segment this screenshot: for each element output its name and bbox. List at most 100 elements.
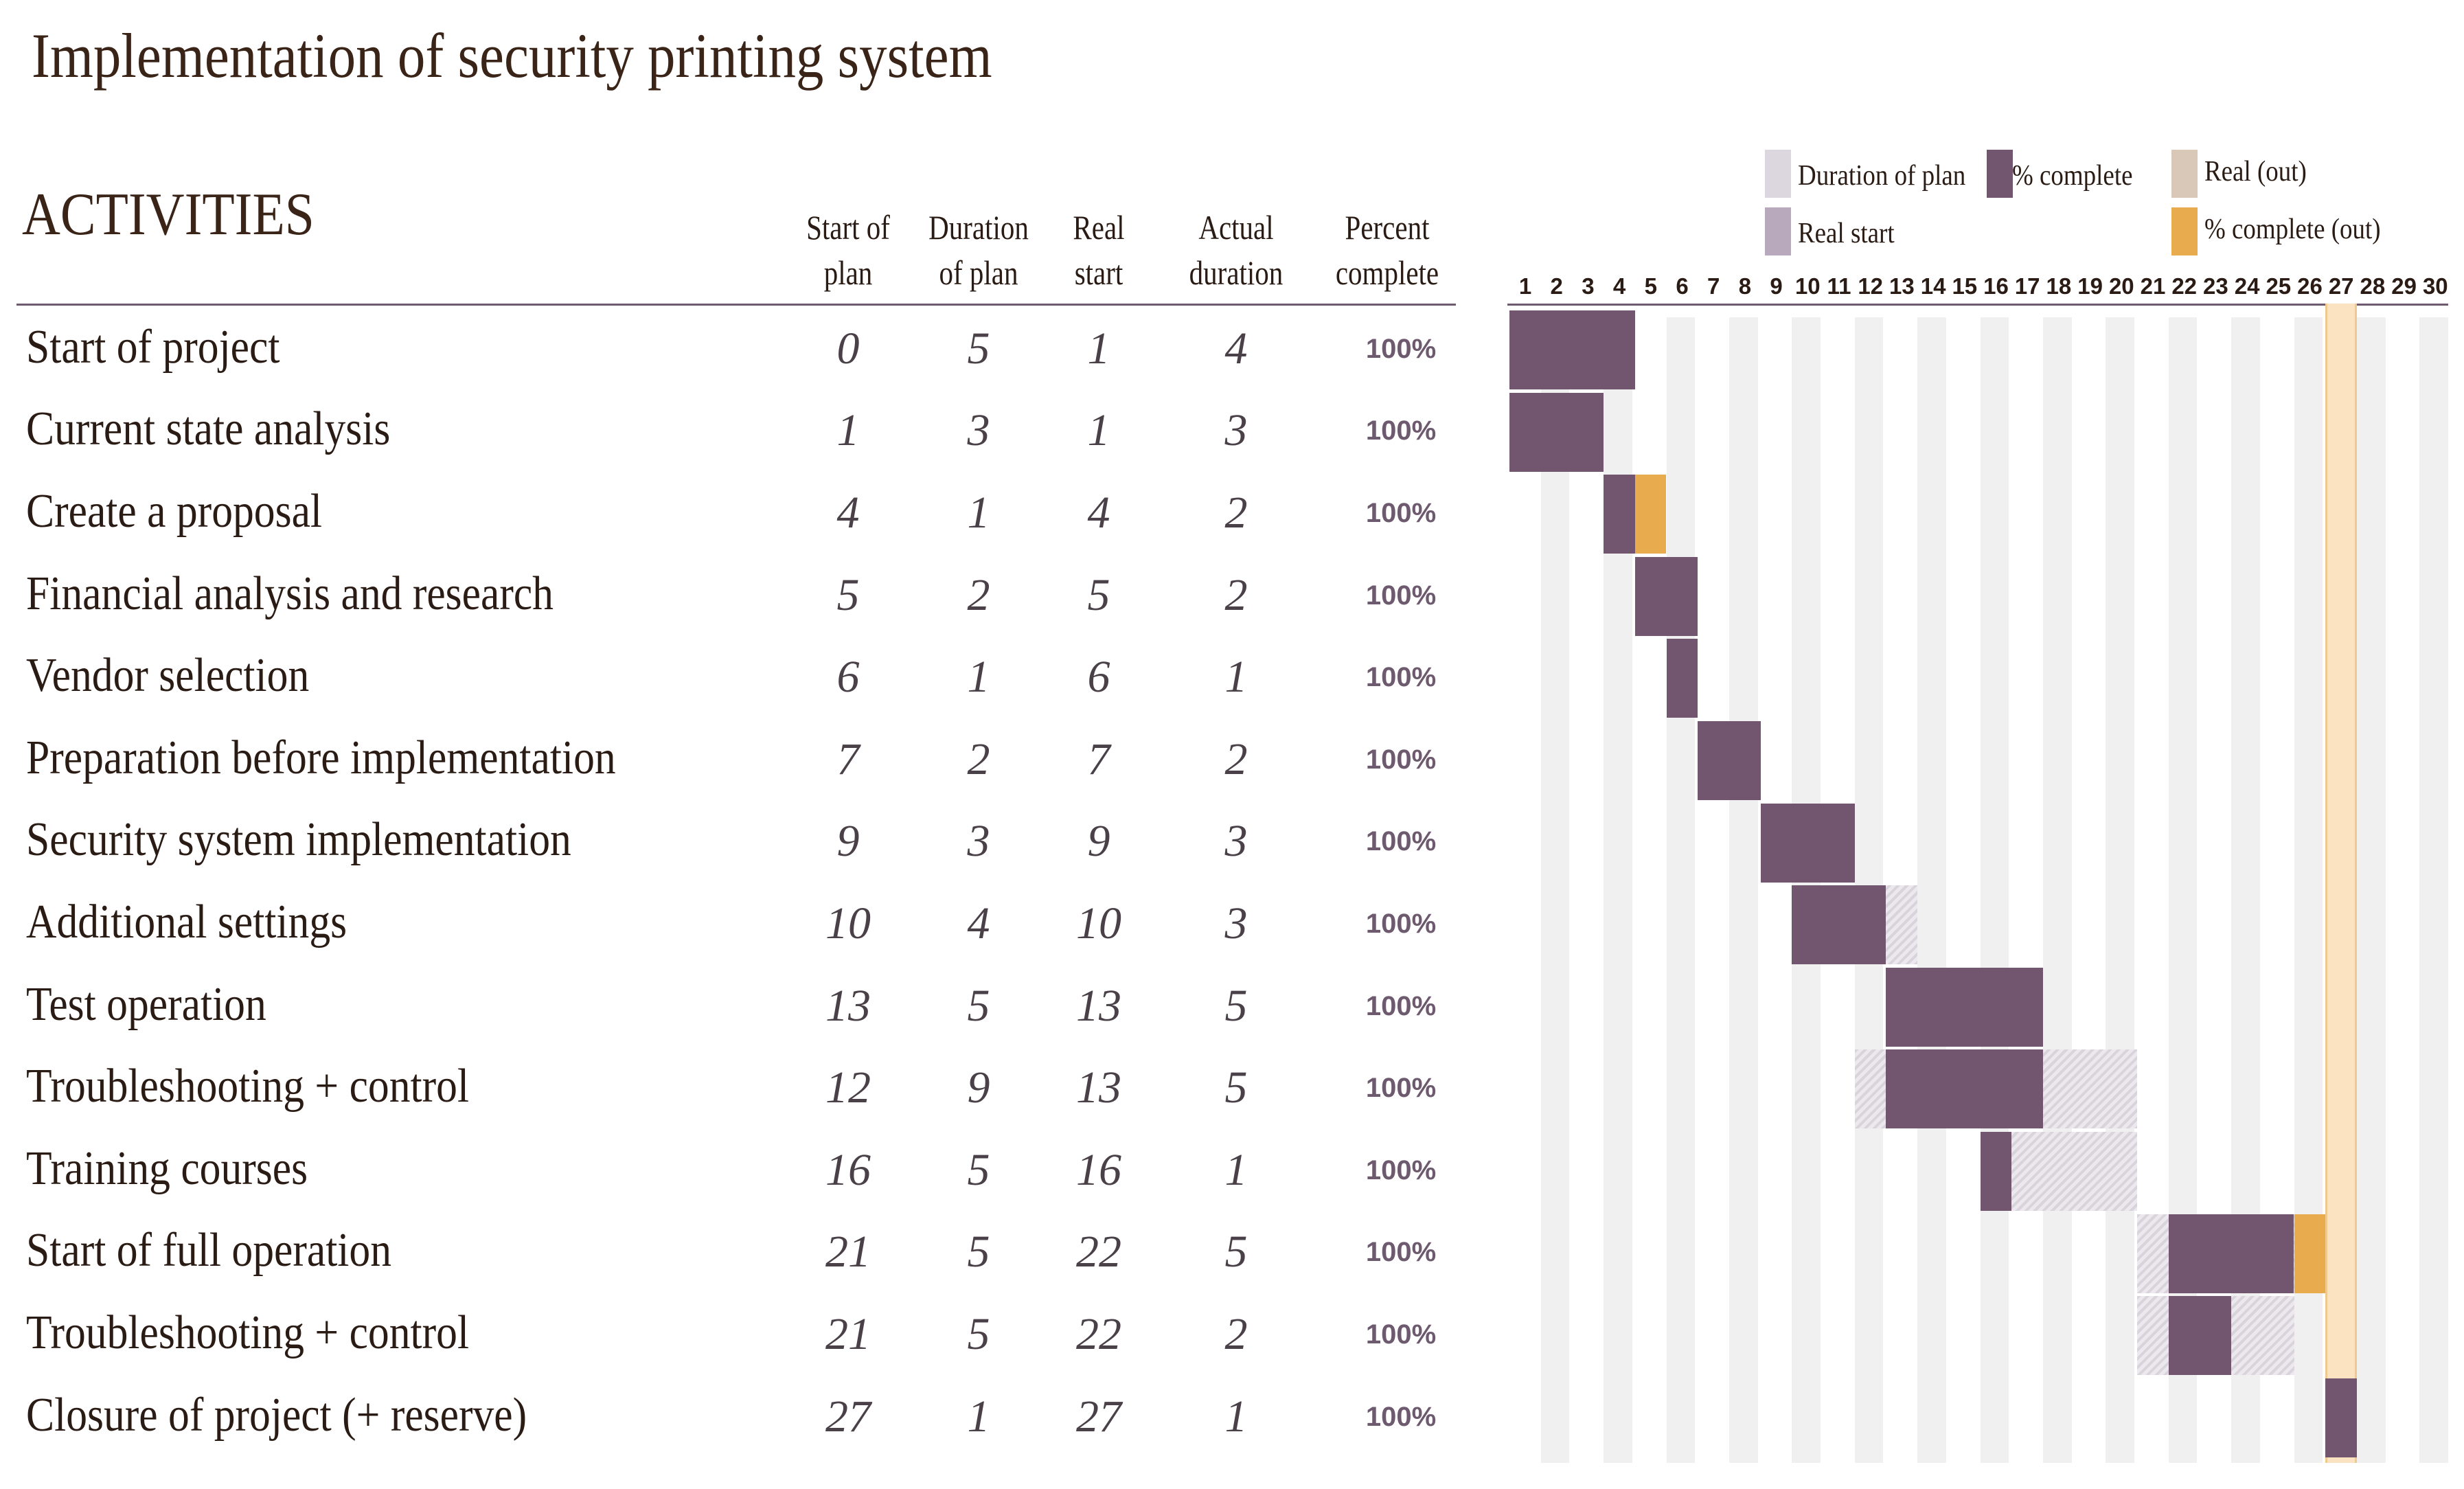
task-real-start: 7 bbox=[1087, 734, 1110, 784]
task-plan-start: 10 bbox=[825, 898, 871, 948]
task-plan-duration: 1 bbox=[967, 652, 990, 703]
task-plan-duration: 2 bbox=[967, 734, 990, 784]
percent-complete-bar bbox=[1666, 639, 1698, 718]
task-percent-complete: 100% bbox=[1365, 1155, 1437, 1185]
task-name: Troubleshooting + control bbox=[26, 1060, 470, 1113]
task-name: Financial analysis and research bbox=[26, 567, 554, 620]
percent-complete-out-bar bbox=[1634, 475, 1667, 554]
col-header-start-of-plan: Start of plan bbox=[795, 205, 902, 295]
period-tick-label: 21 bbox=[2140, 273, 2166, 299]
period-tick-label: 6 bbox=[1676, 273, 1689, 299]
col-header-line: Actual bbox=[1198, 208, 1274, 247]
col-header-line: duration bbox=[1189, 253, 1284, 292]
task-real-start: 13 bbox=[1076, 980, 1121, 1031]
percent-complete-bar bbox=[1760, 803, 1855, 883]
task-plan-start: 16 bbox=[825, 1144, 871, 1195]
task-name: Vendor selection bbox=[26, 649, 310, 703]
percent-complete-bar bbox=[1886, 967, 2043, 1047]
header-divider bbox=[16, 304, 1456, 306]
task-actual-duration: 3 bbox=[1224, 405, 1248, 456]
current-period-highlight bbox=[2325, 304, 2357, 1464]
period-tick-label: 23 bbox=[2203, 273, 2228, 299]
period-tick-label: 8 bbox=[1738, 273, 1752, 299]
task-plan-duration: 5 bbox=[967, 1144, 990, 1195]
legend-label: Duration of plan bbox=[1798, 160, 1966, 192]
task-plan-duration: 5 bbox=[967, 1309, 990, 1359]
task-name: Troubleshooting + control bbox=[26, 1306, 470, 1359]
task-percent-complete: 100% bbox=[1365, 498, 1437, 528]
task-plan-start: 4 bbox=[836, 488, 860, 538]
task-actual-duration: 1 bbox=[1224, 1391, 1248, 1442]
task-actual-duration: 3 bbox=[1224, 816, 1248, 867]
task-percent-complete: 100% bbox=[1365, 909, 1437, 939]
task-real-start: 10 bbox=[1076, 898, 1121, 948]
task-plan-start: 13 bbox=[825, 980, 871, 1031]
task-actual-duration: 2 bbox=[1224, 734, 1248, 784]
legend-swatch bbox=[1765, 207, 1791, 255]
period-tick-label: 25 bbox=[2266, 273, 2292, 299]
task-actual-duration: 3 bbox=[1224, 898, 1248, 948]
chart-title: Implementation of security printing syst… bbox=[32, 21, 992, 91]
task-actual-duration: 2 bbox=[1224, 1309, 1248, 1359]
task-name: Start of project bbox=[26, 320, 280, 374]
legend-swatch bbox=[2171, 207, 2198, 255]
period-tick-label: 22 bbox=[2171, 273, 2198, 299]
period-tick-label: 19 bbox=[2077, 273, 2103, 299]
period-tick-label: 7 bbox=[1707, 273, 1720, 299]
task-plan-start: 27 bbox=[825, 1391, 871, 1442]
period-tick-label: 13 bbox=[1889, 273, 1915, 299]
task-real-start: 22 bbox=[1076, 1309, 1121, 1359]
percent-complete-bar bbox=[1634, 556, 1698, 636]
task-actual-duration: 5 bbox=[1224, 1062, 1248, 1113]
task-percent-complete: 100% bbox=[1365, 1073, 1437, 1104]
legend-swatch bbox=[1987, 150, 2013, 198]
percent-complete-bar bbox=[2168, 1296, 2232, 1376]
percent-complete-bar bbox=[1792, 885, 1886, 965]
task-actual-duration: 4 bbox=[1224, 323, 1248, 374]
period-tick-label: 4 bbox=[1612, 273, 1626, 299]
task-percent-complete: 100% bbox=[1365, 1401, 1437, 1432]
task-real-start: 9 bbox=[1087, 816, 1110, 867]
task-plan-start: 21 bbox=[825, 1309, 871, 1359]
task-real-start: 16 bbox=[1076, 1144, 1121, 1195]
period-stripe bbox=[1540, 317, 1570, 1464]
percent-complete-out-bar bbox=[2294, 1214, 2326, 1293]
task-real-start: 13 bbox=[1076, 1062, 1121, 1113]
percent-complete-bar bbox=[1980, 1132, 2012, 1211]
period-tick-label: 26 bbox=[2297, 273, 2323, 299]
period-stripe bbox=[2419, 317, 2448, 1464]
task-actual-duration: 5 bbox=[1224, 980, 1248, 1031]
legend-swatch bbox=[2171, 150, 2198, 198]
task-percent-complete: 100% bbox=[1365, 333, 1437, 364]
period-tick-label: 28 bbox=[2360, 273, 2386, 299]
percent-complete-bar bbox=[1509, 310, 1635, 389]
task-actual-duration: 1 bbox=[1224, 652, 1248, 703]
period-stripe bbox=[1917, 317, 1946, 1464]
task-percent-complete: 100% bbox=[1365, 662, 1437, 693]
period-tick-label: 11 bbox=[1827, 273, 1851, 299]
period-tick-label: 30 bbox=[2422, 273, 2448, 299]
task-actual-duration: 1 bbox=[1224, 1144, 1248, 1195]
col-header-actual-duration: Actual duration bbox=[1183, 205, 1290, 295]
col-header-duration-of-plan: Duration of plan bbox=[925, 205, 1032, 295]
task-plan-start: 0 bbox=[836, 323, 860, 374]
legend-label: Real start bbox=[1798, 218, 1895, 249]
task-plan-duration: 1 bbox=[967, 1391, 990, 1442]
period-tick-label: 2 bbox=[1550, 273, 1563, 299]
col-header-line: Start of bbox=[806, 208, 890, 247]
task-plan-duration: 5 bbox=[967, 1227, 990, 1277]
task-percent-complete: 100% bbox=[1365, 580, 1437, 611]
task-name: Test operation bbox=[26, 977, 266, 1031]
period-tick-label: 17 bbox=[2014, 273, 2040, 299]
period-tick-label: 24 bbox=[2234, 273, 2260, 299]
task-name: Preparation before implementation bbox=[26, 731, 616, 784]
task-name: Create a proposal bbox=[26, 485, 323, 538]
period-stripe bbox=[1729, 317, 1758, 1464]
task-plan-start: 21 bbox=[825, 1227, 871, 1277]
col-header-line: plan bbox=[823, 253, 873, 292]
period-stripe bbox=[2106, 317, 2134, 1464]
task-plan-duration: 5 bbox=[967, 323, 990, 374]
task-real-start: 5 bbox=[1087, 569, 1110, 620]
percent-complete-bar bbox=[1604, 475, 1635, 554]
legend-swatch bbox=[1765, 150, 1791, 198]
